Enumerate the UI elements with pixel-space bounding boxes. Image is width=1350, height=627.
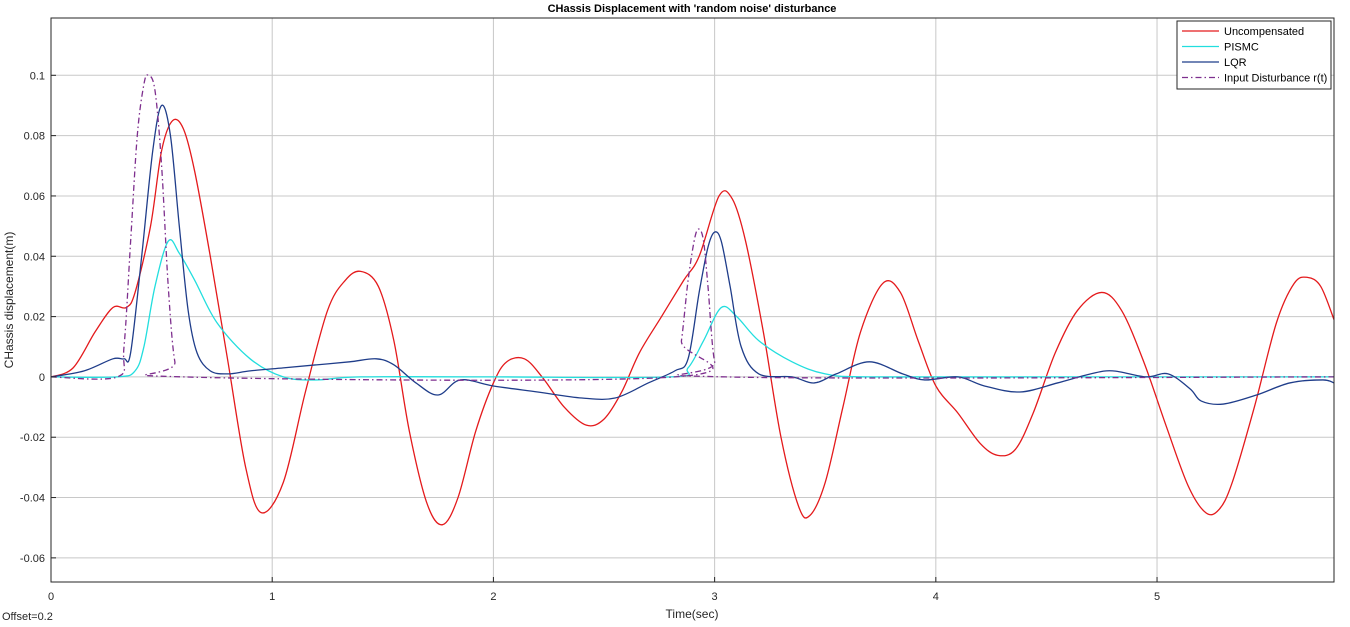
legend-entry-uncompensated: Uncompensated bbox=[1224, 26, 1304, 38]
series-line-lqr bbox=[50, 104, 1335, 406]
y-tick-label: 0.02 bbox=[24, 312, 45, 324]
offset-label: Offset=0.2 bbox=[2, 611, 53, 623]
y-axis-ticks: -0.06 -0.04 -0.02 0 0.02 0.04 0.06 0.08 0.1 bbox=[20, 70, 56, 565]
series-line-input-disturbance-r-t bbox=[50, 74, 1335, 381]
legend-entry-pismc: PISMC bbox=[1224, 42, 1259, 54]
plot-area bbox=[51, 18, 1334, 582]
x-tick-label: 2 bbox=[490, 591, 496, 603]
legend-box bbox=[1176, 20, 1332, 90]
x-tick-label: 0 bbox=[48, 591, 54, 603]
y-tick-label: 0.1 bbox=[30, 70, 45, 82]
y-tick-label: 0.04 bbox=[24, 251, 45, 263]
y-tick-label: -0.02 bbox=[20, 432, 45, 444]
chart-title: CHassis Displacement with 'random noise'… bbox=[548, 3, 837, 15]
plot-frame bbox=[50, 17, 1335, 583]
y-tick-label: 0 bbox=[39, 372, 45, 384]
series-layer bbox=[50, 74, 1335, 526]
legend: Uncompensated PISMC LQR Input Disturbance r… bbox=[1176, 20, 1332, 90]
y-tick-label: 0.06 bbox=[24, 191, 45, 203]
x-tick-label: 4 bbox=[933, 591, 939, 603]
series-line-uncompensated bbox=[50, 118, 1335, 526]
x-tick-label: 5 bbox=[1154, 591, 1160, 603]
y-tick-label: -0.06 bbox=[20, 553, 45, 565]
x-axis-ticks: 0 1 2 3 4 5 bbox=[48, 577, 1160, 603]
x-tick-label: 3 bbox=[712, 591, 718, 603]
grid-lines bbox=[51, 18, 1334, 582]
y-tick-label: -0.04 bbox=[20, 493, 45, 505]
y-axis-label: CHassis displacement(m) bbox=[2, 232, 16, 369]
legend-entry-lqr: LQR bbox=[1224, 57, 1247, 69]
legend-entry-input-disturbance-r-t: Input Disturbance r(t) bbox=[1224, 73, 1327, 85]
x-tick-label: 1 bbox=[269, 591, 275, 603]
y-tick-label: 0.08 bbox=[24, 131, 45, 143]
series-line-pismc bbox=[50, 239, 1334, 381]
x-axis-label: Time(sec) bbox=[666, 607, 719, 621]
